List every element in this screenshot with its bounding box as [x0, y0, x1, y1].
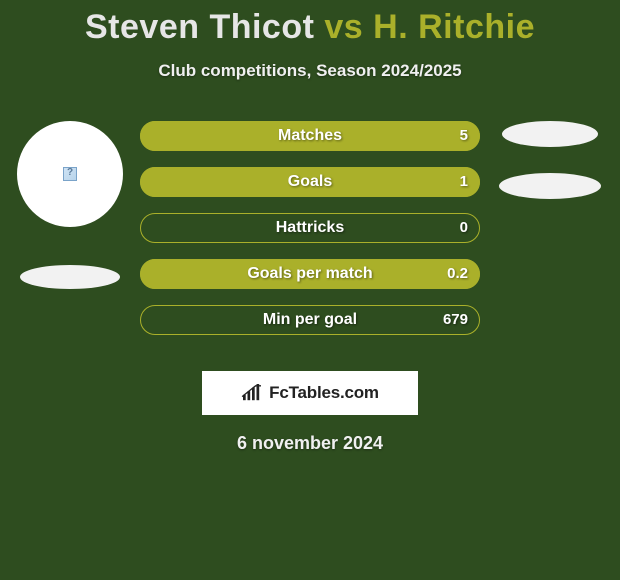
- bar-label: Matches: [140, 121, 480, 151]
- bar-value: 1: [460, 167, 468, 197]
- bar-label: Goals: [140, 167, 480, 197]
- bar-row: Min per goal 679: [140, 305, 480, 335]
- comparison-content: Matches 5 Goals 1 Hattricks 0 Goals per …: [0, 103, 620, 353]
- player2-shadow-1: [502, 121, 598, 147]
- bar-value: 5: [460, 121, 468, 151]
- bar-row: Hattricks 0: [140, 213, 480, 243]
- player2-shadow-2: [499, 173, 601, 199]
- logo-text: FcTables.com: [269, 383, 379, 403]
- title-vs: vs: [324, 8, 363, 46]
- bar-label: Hattricks: [140, 213, 480, 243]
- bar-row: Matches 5: [140, 121, 480, 151]
- bar-label: Goals per match: [140, 259, 480, 289]
- source-logo: FcTables.com: [202, 371, 418, 415]
- player2-column: [490, 103, 610, 199]
- bar-value: 0.2: [447, 259, 468, 289]
- bar-value: 679: [443, 305, 468, 335]
- player1-shadow: [20, 265, 120, 289]
- title-player1: Steven Thicot: [85, 8, 314, 46]
- bar-label: Min per goal: [140, 305, 480, 335]
- title-player2: H. Ritchie: [373, 8, 535, 46]
- bar-chart-icon: [241, 384, 263, 402]
- page-title: Steven Thicot vs H. Ritchie: [0, 0, 620, 47]
- bar-value: 0: [460, 213, 468, 243]
- stat-bars: Matches 5 Goals 1 Hattricks 0 Goals per …: [140, 121, 480, 351]
- bar-row: Goals 1: [140, 167, 480, 197]
- subtitle: Club competitions, Season 2024/2025: [0, 61, 620, 81]
- bar-row: Goals per match 0.2: [140, 259, 480, 289]
- player1-photo: [17, 121, 123, 227]
- player1-column: [10, 103, 130, 289]
- date: 6 november 2024: [0, 433, 620, 454]
- missing-image-icon: [63, 167, 77, 181]
